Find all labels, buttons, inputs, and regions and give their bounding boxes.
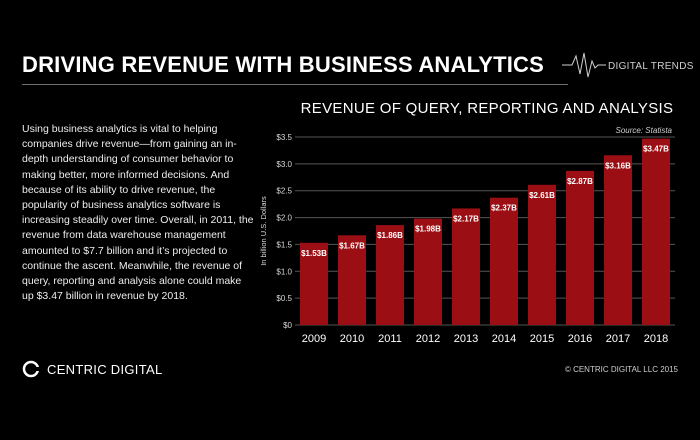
bar xyxy=(300,242,328,325)
logo-text: CENTRIC DIGITAL xyxy=(47,361,163,377)
bar xyxy=(604,155,632,325)
x-tick-label: 2011 xyxy=(378,333,402,345)
data-label: $2.61B xyxy=(529,191,555,200)
data-label: $1.53B xyxy=(301,249,327,258)
data-label: $3.47B xyxy=(643,145,669,154)
bar xyxy=(490,197,518,325)
x-tick-label: 2015 xyxy=(530,333,554,345)
x-tick-label: 2017 xyxy=(606,333,630,345)
chart-source: Source: Statista xyxy=(615,126,672,135)
bar xyxy=(376,225,404,325)
y-tick-label: $3.5 xyxy=(276,133,292,142)
data-label: $1.98B xyxy=(415,225,441,234)
centric-logo-icon xyxy=(22,360,40,378)
digital-trends-label: DIGITAL TRENDS xyxy=(608,61,694,72)
x-tick-label: 2012 xyxy=(416,333,440,345)
chart-title: REVENUE OF QUERY, REPORTING AND ANALYSIS xyxy=(300,100,674,117)
y-axis-label: In billion U.S. Dollars xyxy=(259,196,268,266)
bar xyxy=(414,218,442,325)
bar-chart: $0 $0.5 $1.0 $1.5 $2.0 $2.5 $3.0 $3.5 In billion… xyxy=(259,133,675,345)
data-label: $2.17B xyxy=(453,214,479,223)
y-tick-label: $1.0 xyxy=(276,267,292,276)
y-tick-label: $0.5 xyxy=(276,294,292,303)
x-tick-label: 2016 xyxy=(568,333,592,345)
bar xyxy=(528,184,556,325)
data-label: $1.86B xyxy=(377,231,403,240)
y-tick-label: $3.0 xyxy=(276,160,292,169)
body-paragraph: Using business analytics is vital to hel… xyxy=(22,123,254,303)
bar xyxy=(642,138,670,325)
y-tick-label: $1.5 xyxy=(276,240,292,249)
bar xyxy=(566,170,594,325)
page-title: DRIVING REVENUE WITH BUSINESS ANALYTICS xyxy=(22,52,545,77)
y-tick-label: $0 xyxy=(283,321,292,330)
bar xyxy=(338,235,366,325)
data-label: $2.37B xyxy=(491,204,517,213)
x-tick-label: 2018 xyxy=(644,333,668,345)
copyright-text: © CENTRIC DIGITAL LLC 2015 xyxy=(564,365,678,374)
x-tick-label: 2009 xyxy=(302,333,326,345)
y-tick-label: $2.5 xyxy=(276,187,292,196)
brand-logo: CENTRIC DIGITAL xyxy=(22,360,163,378)
y-tick-label: $2.0 xyxy=(276,214,292,223)
x-tick-label: 2014 xyxy=(492,333,516,345)
x-tick-label: 2010 xyxy=(340,333,364,345)
title-divider xyxy=(22,84,568,85)
x-tick-label: 2013 xyxy=(454,333,478,345)
data-label: $3.16B xyxy=(605,161,631,170)
bar xyxy=(452,208,480,325)
data-label: $2.87B xyxy=(567,177,593,186)
heartbeat-icon xyxy=(562,52,606,78)
data-label: $1.67B xyxy=(339,241,365,250)
